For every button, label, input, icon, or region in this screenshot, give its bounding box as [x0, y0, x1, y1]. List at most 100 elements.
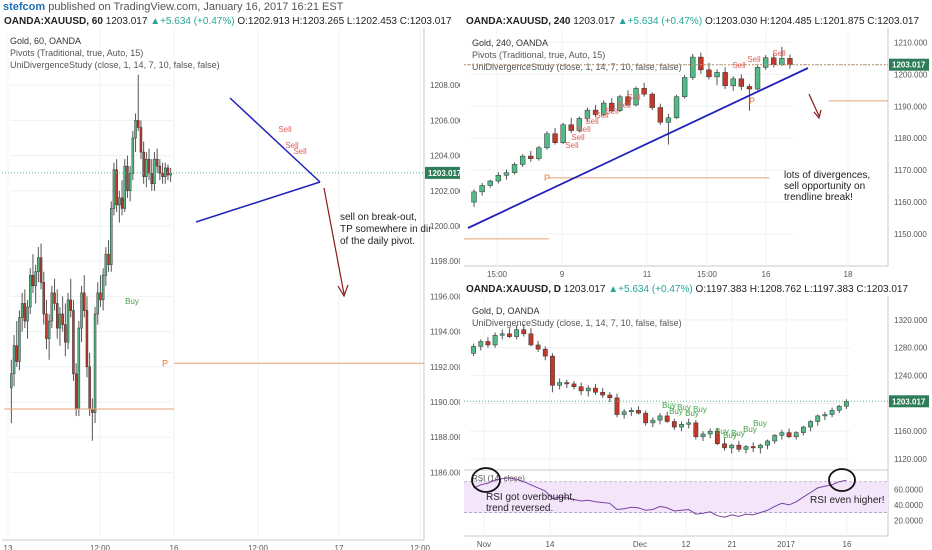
arrow-head	[813, 109, 822, 120]
chart-pane-d[interactable]: OANDA:XAUUSD, D 1203.017 ▲+5.634 (+0.47%…	[464, 282, 932, 550]
candle-body	[681, 77, 688, 97]
sell-signal: Sell	[293, 147, 307, 156]
candle-body	[585, 387, 591, 392]
candle-body	[128, 172, 132, 192]
candle-body	[91, 408, 94, 413]
candle-body	[72, 310, 75, 375]
candle-body	[552, 133, 558, 143]
rsi-highlight-circle	[828, 468, 856, 492]
candle-body	[18, 317, 21, 362]
y-tick-label: 1160.000	[894, 427, 927, 436]
candle-body	[578, 386, 584, 392]
rsi-highlight-circle	[471, 467, 501, 493]
author-link[interactable]: stefcom	[3, 1, 46, 13]
candle-body	[66, 299, 70, 343]
candle-body	[829, 410, 835, 415]
price-badge	[889, 58, 929, 71]
candle-body	[29, 275, 32, 308]
chart-pane-h4[interactable]: OANDA:XAUUSD, 240 1203.017 ▲+5.634 (+0.4…	[464, 14, 932, 280]
candle-body	[56, 303, 59, 329]
candle-body	[730, 78, 736, 87]
sell-signal: Sell	[627, 93, 641, 102]
x-tick-label: 15:00	[697, 270, 718, 279]
candle-body	[471, 191, 477, 203]
candle-body	[26, 306, 29, 322]
buy-signal: Buy	[753, 419, 767, 428]
y-tick-label: 1210.000	[894, 38, 928, 47]
candle-body	[664, 415, 670, 422]
study-legend: Gold, 240, OANDA	[472, 38, 548, 48]
candle-body	[698, 56, 704, 71]
candle-body	[479, 185, 485, 193]
candle-body	[64, 324, 67, 343]
chart-d[interactable]: 1320.0001280.0001240.0001200.0001160.000…	[464, 296, 932, 550]
candle-body	[779, 432, 785, 436]
price-badge	[425, 166, 460, 179]
candle-body	[600, 102, 607, 115]
candle-body	[514, 329, 520, 337]
buy-signal: Buy	[669, 407, 683, 416]
candle-body	[150, 172, 153, 185]
price-badge	[889, 395, 929, 408]
page-header: stefcom published on TradingView.com, Ja…	[0, 0, 932, 14]
price-badge-label: 1203.017	[892, 397, 926, 406]
candle-body	[787, 58, 793, 65]
y-tick-label: 1120.000	[894, 455, 927, 464]
x-tick-label: 16	[762, 270, 771, 279]
candle-body	[793, 432, 799, 438]
x-tick-label: 13	[4, 544, 13, 550]
candle-body	[822, 414, 828, 417]
rsi-tick-label: 60.0000	[894, 485, 923, 494]
candle-body	[643, 412, 649, 424]
candle-body	[564, 382, 570, 385]
candle-body	[568, 124, 574, 131]
chart-h1[interactable]: 1208.000 1206.000 1204.000 1202.000 1200.000…	[2, 28, 460, 550]
candle-body	[118, 197, 121, 206]
candle-body	[743, 446, 749, 450]
candle-body	[10, 373, 13, 389]
chart-pane-h1[interactable]: OANDA:XAUUSD, 60 1203.017 ▲+5.634 (+0.47…	[2, 14, 460, 550]
candle-body	[772, 435, 778, 442]
sell-signal: Sell	[732, 61, 746, 70]
candle-body	[131, 137, 135, 174]
candle-body	[757, 444, 763, 449]
candle-body	[166, 167, 170, 176]
candle-body	[80, 292, 83, 329]
candle-body	[126, 165, 129, 192]
study-legend: Pivots (Traditional, true, Auto, 15)	[472, 50, 605, 60]
candle-body	[649, 93, 655, 108]
pivot-label: P	[749, 96, 755, 106]
study-legend: UniDivergenceStudy (close, 1, 14, 7, 10,…	[10, 60, 220, 70]
candle-body	[528, 155, 534, 159]
annotation-text: RSI even higher!	[810, 495, 885, 506]
sell-signal: Sell	[278, 125, 292, 134]
candle-body	[633, 88, 639, 106]
y-tick-label: 1208.000	[430, 81, 460, 90]
candle-body	[671, 421, 677, 428]
annotation-text: RSI got overbought,	[486, 492, 575, 503]
study-legend: Pivots (Traditional, true, Auto, 15)	[10, 48, 143, 58]
candle-body	[576, 118, 583, 131]
candle-body	[47, 320, 51, 339]
price-badge-label: 1203.017	[892, 61, 926, 70]
candle-body	[657, 107, 664, 123]
candle-body	[528, 333, 534, 346]
x-tick-label: 18	[844, 270, 853, 279]
sell-signal: Sell	[285, 141, 299, 150]
candle-body	[762, 57, 769, 68]
upper-trendline	[229, 97, 321, 183]
candle-body	[161, 172, 164, 177]
candle-body	[85, 310, 89, 368]
candle-body	[50, 292, 54, 322]
candle-body	[53, 292, 56, 304]
lower-trendline	[195, 181, 321, 223]
candle-body	[101, 275, 105, 301]
buy-signal: Buy	[693, 405, 707, 414]
chart-h4[interactable]: 1210.000 1200.000 1190.000 1180.000 1170.000…	[464, 28, 932, 280]
x-tick-label: 16	[170, 544, 179, 550]
candle-body	[42, 282, 45, 315]
candle-body	[560, 124, 566, 143]
y-tick-label: 1200.000	[430, 222, 460, 231]
candle-body	[115, 169, 118, 206]
candle-body	[707, 430, 713, 435]
